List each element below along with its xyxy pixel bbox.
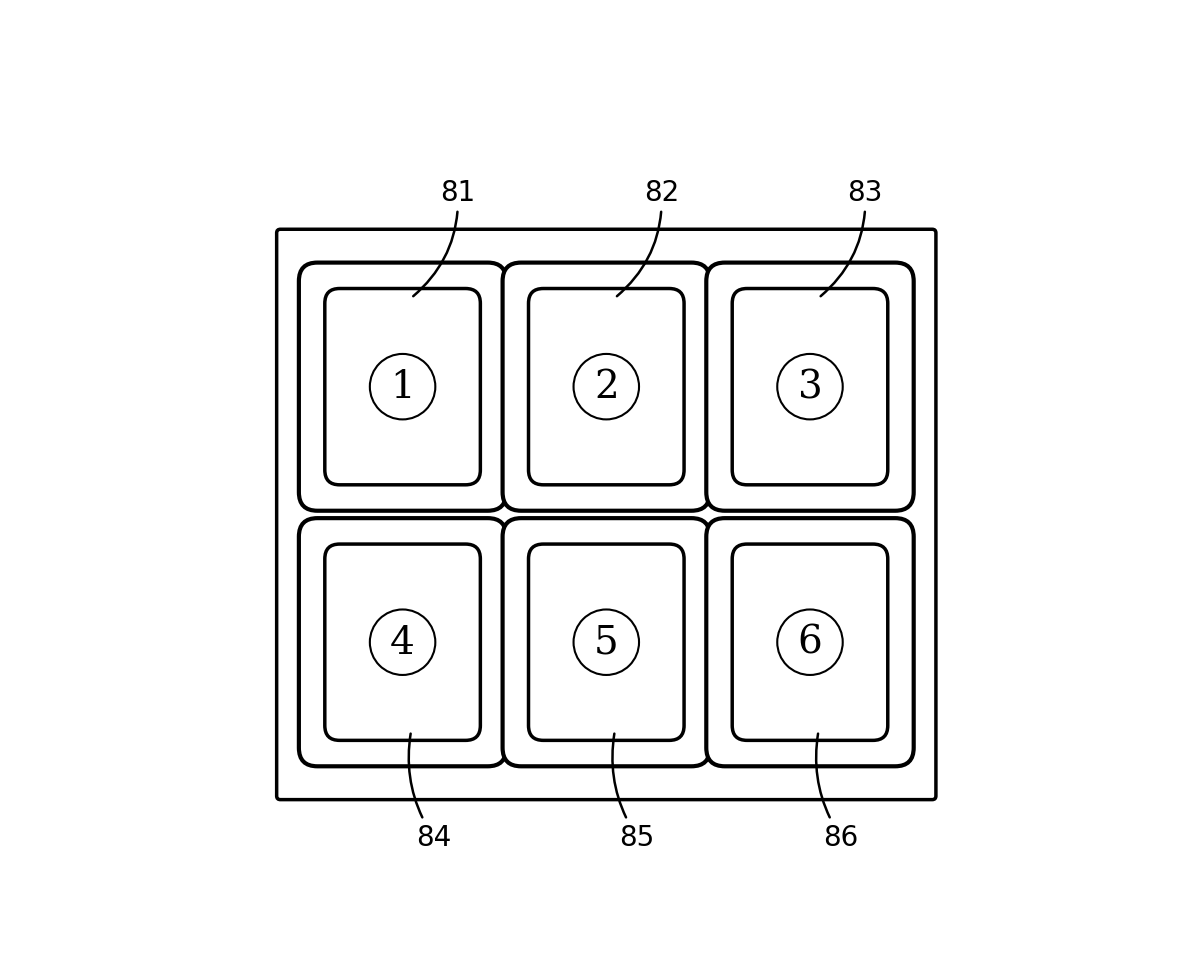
- Text: 86: 86: [816, 734, 859, 850]
- FancyBboxPatch shape: [732, 545, 887, 741]
- Text: 83: 83: [821, 179, 883, 297]
- Circle shape: [370, 355, 435, 420]
- FancyBboxPatch shape: [325, 545, 480, 741]
- FancyBboxPatch shape: [706, 519, 913, 767]
- Text: 81: 81: [413, 179, 476, 297]
- FancyBboxPatch shape: [299, 263, 506, 511]
- FancyBboxPatch shape: [529, 289, 684, 485]
- Text: 1: 1: [390, 369, 415, 406]
- Circle shape: [574, 610, 639, 676]
- Text: 5: 5: [594, 624, 619, 661]
- FancyBboxPatch shape: [325, 289, 480, 485]
- Text: 84: 84: [408, 734, 451, 850]
- FancyBboxPatch shape: [503, 519, 710, 767]
- FancyBboxPatch shape: [503, 263, 710, 511]
- Circle shape: [370, 610, 435, 676]
- Circle shape: [777, 610, 842, 676]
- FancyBboxPatch shape: [299, 519, 506, 767]
- Circle shape: [777, 355, 842, 420]
- Text: 82: 82: [616, 179, 679, 297]
- Text: 6: 6: [797, 624, 822, 661]
- Text: 3: 3: [797, 369, 822, 406]
- Text: 85: 85: [613, 734, 654, 850]
- FancyBboxPatch shape: [732, 289, 887, 485]
- FancyBboxPatch shape: [277, 230, 936, 800]
- FancyBboxPatch shape: [529, 545, 684, 741]
- Text: 4: 4: [390, 624, 415, 661]
- FancyBboxPatch shape: [706, 263, 913, 511]
- Text: 2: 2: [594, 369, 619, 406]
- Circle shape: [574, 355, 639, 420]
